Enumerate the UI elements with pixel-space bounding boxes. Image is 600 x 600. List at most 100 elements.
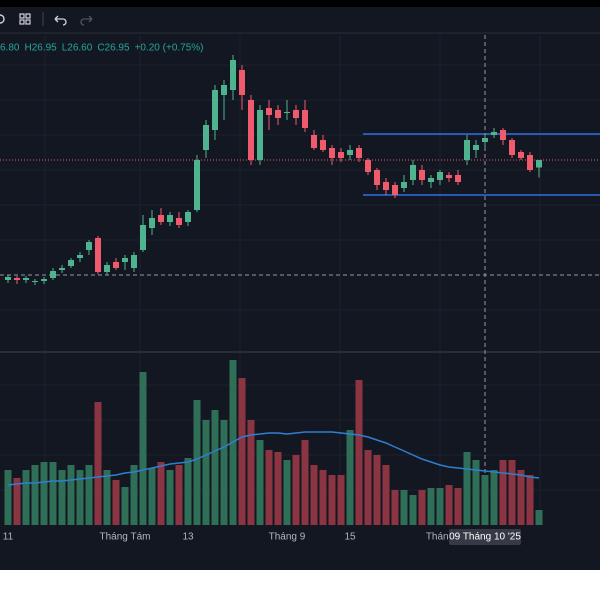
x-tick-label: 15 (344, 532, 356, 543)
candle-body (86, 242, 92, 250)
crosshair-label-box (449, 529, 521, 545)
candle-body (68, 260, 74, 266)
x-tick-label: Tháng (426, 532, 454, 543)
layout-icon[interactable] (19, 13, 31, 25)
volume-bar (310, 465, 318, 525)
candle-body (104, 265, 110, 272)
volume-bar (202, 420, 210, 525)
volume-bar (292, 455, 300, 525)
candle-body (239, 70, 245, 95)
candle-body (419, 170, 425, 180)
volume-bar (121, 487, 129, 525)
volume-bar (256, 440, 264, 525)
candle-body (230, 60, 236, 90)
ohlc-value: L26.60 (62, 43, 93, 54)
candle-body (437, 172, 443, 180)
volume-bar (247, 420, 255, 525)
candle-body (149, 218, 155, 228)
volume-bar (67, 465, 75, 525)
volume-bar (481, 475, 489, 525)
volume-bar (337, 475, 345, 525)
candle-body (410, 165, 416, 180)
volume-ma-line (7, 431, 540, 486)
redo-icon[interactable] (80, 15, 93, 26)
candle-body (311, 135, 317, 148)
candle-body (329, 148, 335, 158)
candle-body (194, 160, 200, 210)
volume-bar (40, 462, 48, 525)
volume-bar (112, 480, 120, 525)
x-tick-label: Tháng 9 (269, 532, 306, 543)
volume-bar (418, 490, 426, 525)
volume-bar (211, 410, 219, 525)
volume-bar (184, 458, 192, 525)
candle-body (275, 110, 281, 118)
volume-bar (265, 450, 273, 525)
candle-body (41, 279, 47, 281)
x-tick-label: Tháng Tám (100, 532, 151, 543)
volume-bar (454, 488, 462, 525)
candle-body (113, 262, 119, 268)
volume-bar (193, 400, 201, 525)
top-strip (0, 0, 600, 7)
candle-body (527, 155, 533, 170)
volume-bar (58, 470, 66, 525)
crosshair-label: 09 Tháng 10 '25 (449, 532, 521, 543)
toolbar-icon[interactable] (0, 14, 5, 24)
volume-bar (445, 485, 453, 525)
candle-body (464, 140, 470, 160)
volume-bar (166, 470, 174, 525)
candle-body (185, 212, 191, 222)
candle-body (338, 152, 344, 158)
candle-body (32, 281, 38, 282)
volume-bar (13, 478, 21, 525)
candle-body (356, 148, 362, 158)
x-tick-label: 11 (3, 532, 14, 543)
volume-bar (436, 488, 444, 525)
candle-body (500, 130, 506, 140)
candle-body (446, 175, 452, 178)
candle-body (473, 145, 479, 150)
candle-body (140, 225, 146, 250)
volume-bar (274, 452, 282, 525)
candle-body (392, 185, 398, 195)
volume-bar (130, 465, 138, 525)
candle-body (131, 255, 137, 268)
candle-body (77, 255, 83, 258)
candle-body (374, 170, 380, 185)
candle-body (401, 182, 407, 188)
undo-icon[interactable] (54, 15, 67, 26)
volume-bar (400, 490, 408, 525)
volume-bar (103, 470, 111, 525)
candle-body (5, 277, 11, 280)
volume-bar (517, 470, 525, 525)
volume-bar (490, 470, 498, 525)
volume-bar (346, 430, 354, 525)
candle-body (203, 125, 209, 150)
volume-bar (535, 510, 543, 525)
volume-bar (85, 465, 93, 525)
volume-bar (49, 462, 57, 525)
volume-bar (373, 455, 381, 525)
candle-body (293, 110, 299, 118)
volume-bar (301, 440, 309, 525)
volume-bar (157, 462, 165, 525)
candle-body (221, 85, 227, 95)
candle-body (284, 112, 290, 113)
candle-body (59, 268, 65, 270)
candle-body (14, 278, 20, 280)
volume-bar (283, 460, 291, 525)
candle-body (518, 152, 524, 158)
volume-bar (391, 490, 399, 525)
volume-bar (220, 420, 228, 525)
ohlc-header: 6.80 H26.95 L26.60 C26.95 +0.20 (+0.75%) (0, 43, 204, 54)
candle-body (95, 238, 101, 272)
volume-bar (319, 470, 327, 525)
ohlc-value: 6.80 (0, 43, 20, 54)
candle-body (23, 278, 29, 280)
candle-body (455, 175, 461, 182)
candle-body (302, 110, 308, 128)
volume-bar (364, 450, 372, 525)
